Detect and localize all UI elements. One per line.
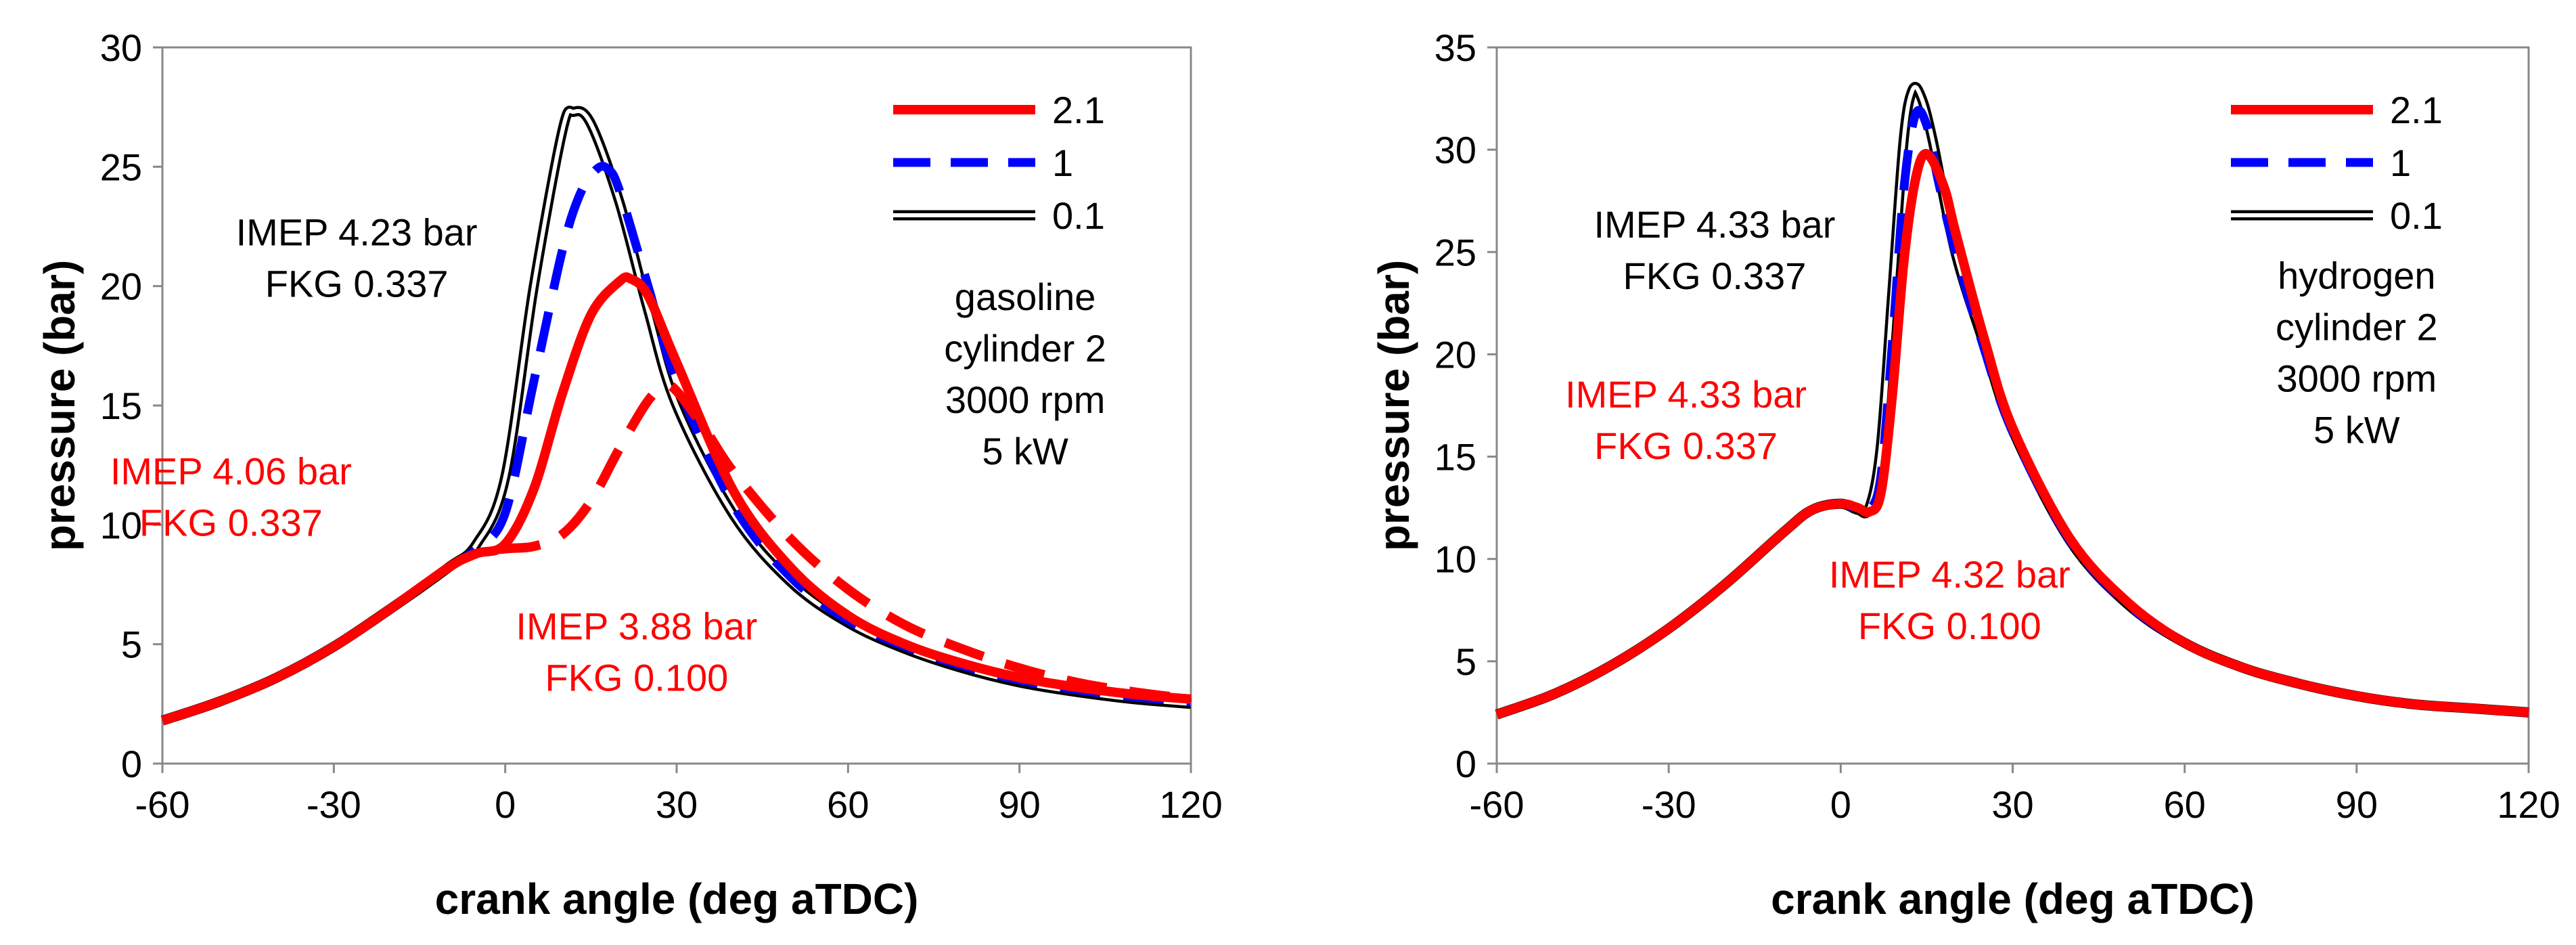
annotation: hydrogen cylinder 2 3000 rpm 5 kW — [2276, 255, 2438, 452]
legend-entry: 1 — [893, 141, 1073, 184]
chart-right: 0 5 10 15 20 25 30 35 -60 -30 0 30 60 90 120 crank angl… — [1370, 26, 2560, 923]
legend-entry: 1 — [2231, 141, 2411, 184]
annotation-line: FKG 0.337 — [1594, 424, 1778, 467]
annotation-line: FKG 0.337 — [139, 501, 323, 544]
y-tick-label: 20 — [100, 265, 142, 308]
annotation-line: hydrogen — [2278, 255, 2436, 297]
legend-entry: 2.1 — [2231, 89, 2443, 131]
x-tick-label: -30 — [1642, 783, 1696, 826]
annotation: IMEP 4.32 bar FKG 0.100 — [1829, 553, 2071, 647]
legend-label: 0.1 — [1052, 194, 1105, 237]
y-tick-label: 15 — [1434, 436, 1476, 479]
annotation-line: IMEP 4.33 bar — [1594, 203, 1835, 246]
x-tick-label: 90 — [999, 783, 1041, 826]
x-tick-label: 120 — [2497, 783, 2560, 826]
y-tick-label: 5 — [121, 623, 142, 666]
y-tick-label: 25 — [100, 146, 142, 188]
x-tick-label: 60 — [2164, 783, 2206, 826]
x-tick-label: 0 — [495, 783, 516, 826]
annotation: IMEP 4.06 bar FKG 0.337 — [110, 449, 352, 544]
y-axis-label: pressure (bar) — [1370, 260, 1418, 551]
y-tick-label: 15 — [100, 384, 142, 427]
series-line — [160, 272, 1192, 726]
y-tick-label: 0 — [121, 743, 142, 785]
annotation-line: 5 kW — [982, 430, 1068, 472]
annotation-line: cylinder 2 — [944, 327, 1106, 370]
y-tick-label: 10 — [100, 504, 142, 546]
chart-left: 0 5 10 15 20 25 30 -60 -30 0 30 60 90 120 crank angle … — [35, 26, 1223, 923]
legend-label: 0.1 — [2390, 194, 2443, 237]
series-path — [160, 272, 1192, 726]
x-tick-label: 30 — [1991, 783, 2033, 826]
x-tick-label: 30 — [656, 783, 698, 826]
x-tick-label: 60 — [827, 783, 869, 826]
annotation-line: FKG 0.100 — [545, 657, 728, 699]
x-tick-label: 120 — [1159, 783, 1222, 826]
annotation: IMEP 4.33 bar FKG 0.337 — [1565, 373, 1807, 467]
annotation-line: gasoline — [955, 276, 1096, 318]
y-tick-label: 30 — [100, 26, 142, 69]
annotation-line: FKG 0.337 — [1623, 255, 1807, 297]
legend-entry: 2.1 — [893, 89, 1105, 131]
legend-label: 1 — [1052, 141, 1073, 184]
annotation-line: IMEP 4.06 bar — [110, 449, 352, 492]
annotation-line: IMEP 4.33 bar — [1565, 373, 1807, 416]
legend-entry: 0.1 — [2231, 194, 2443, 237]
annotation-line: IMEP 3.88 bar — [516, 605, 757, 648]
annotation-line: 3000 rpm — [2277, 357, 2437, 400]
legend-label: 1 — [2390, 141, 2411, 184]
x-axis-label: crank angle (deg aTDC) — [435, 875, 919, 923]
x-tick-label: 0 — [1830, 783, 1851, 826]
x-tick-label: -60 — [1470, 783, 1524, 826]
annotation-line: IMEP 4.23 bar — [236, 211, 478, 254]
annotation-line: cylinder 2 — [2276, 306, 2438, 349]
y-axis-label: pressure (bar) — [35, 260, 84, 551]
series-path — [1495, 149, 2529, 720]
y-tick-label: 35 — [1434, 26, 1476, 69]
y-tick-label: 20 — [1434, 333, 1476, 376]
legend-label: 2.1 — [1052, 89, 1105, 131]
y-tick-label: 25 — [1434, 231, 1476, 273]
x-tick-label: -30 — [307, 783, 361, 826]
y-tick-label: 5 — [1455, 640, 1476, 683]
annotation: IMEP 4.33 bar FKG 0.337 — [1594, 203, 1835, 297]
annotation-line: 5 kW — [2313, 409, 2400, 452]
y-tick-label: 30 — [1434, 129, 1476, 171]
x-tick-label: -60 — [135, 783, 190, 826]
annotation-line: FKG 0.337 — [265, 263, 449, 305]
annotation: IMEP 3.88 bar FKG 0.100 — [516, 605, 757, 699]
annotation-line: 3000 rpm — [945, 378, 1106, 421]
annotation-line: IMEP 4.32 bar — [1829, 553, 2071, 596]
annotation: gasoline cylinder 2 3000 rpm 5 kW — [944, 276, 1106, 472]
series-line — [160, 380, 1192, 726]
legend-entry: 0.1 — [893, 194, 1105, 237]
y-tick-label: 0 — [1455, 743, 1476, 785]
annotation: IMEP 4.23 bar FKG 0.337 — [236, 211, 478, 305]
x-tick-label: 90 — [2336, 783, 2378, 826]
legend-label: 2.1 — [2390, 89, 2443, 131]
annotation-line: FKG 0.100 — [1858, 605, 2041, 647]
y-tick-label: 10 — [1434, 538, 1476, 581]
series-path — [160, 380, 1192, 726]
series-line — [1495, 149, 2529, 720]
x-axis-label: crank angle (deg aTDC) — [1771, 875, 2255, 923]
